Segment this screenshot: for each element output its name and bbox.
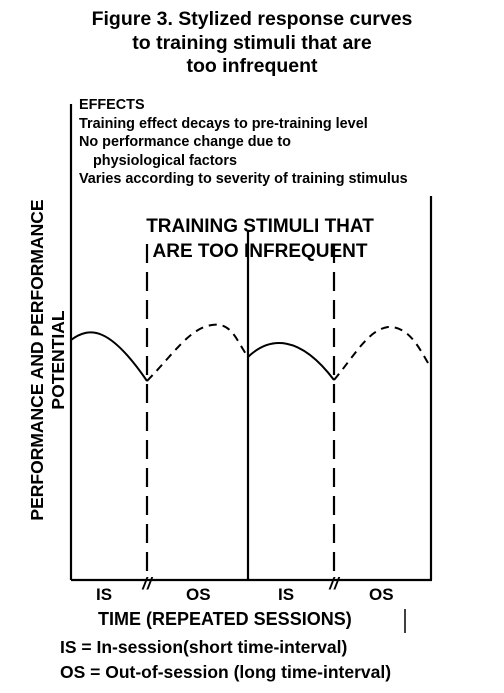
axis-break-mark-2: // [328, 574, 341, 593]
segment-label-os-2: OS [369, 585, 394, 604]
out-of-session-curve-1 [146, 323, 249, 382]
diagram-label-line-1: TRAINING STIMULI THAT [146, 216, 374, 237]
effects-heading: EFFECTS [79, 97, 145, 113]
title-line-2: to training stimuli that are [132, 31, 372, 54]
title-line-3: too infrequent [186, 55, 318, 77]
title-line-1: Figure 3. Stylized response curves [91, 8, 413, 30]
effects-line-2: No performance change due to [79, 134, 291, 151]
segment-label-is-2: IS [278, 585, 295, 604]
figure-title: Figure 3. Stylized response curves to tr… [0, 8, 504, 79]
x-axis-label: TIME (REPEATED SESSIONS) [98, 609, 352, 629]
svg-text://: // [328, 574, 341, 593]
effects-line-4: Varies according to severity of training… [79, 171, 408, 188]
axis-break-mark-1: // [141, 574, 154, 593]
effects-line-1: Training effect decays to pre-training l… [79, 115, 368, 132]
legend-is: IS = In-session(short time-interval) [60, 637, 348, 657]
effects-line-3: physiological factors [93, 152, 237, 169]
diagram-label-line-2: ARE TOO INFREQUENT [152, 241, 368, 262]
in-session-curve-1 [70, 331, 148, 382]
segment-label-os-1: OS [186, 585, 211, 604]
svg-text://: // [141, 574, 154, 593]
segment-label-is-1: IS [96, 585, 113, 604]
diagram-label: TRAINING STIMULI THAT ARE TOO INFREQUENT [80, 214, 440, 264]
out-of-session-curve-2 [333, 325, 432, 381]
in-session-curve-2 [247, 342, 335, 381]
effects-list: EFFECTS Training effect decays to pre-tr… [79, 96, 408, 189]
legend-os: OS = Out-of-session (long time-interval) [60, 662, 392, 682]
